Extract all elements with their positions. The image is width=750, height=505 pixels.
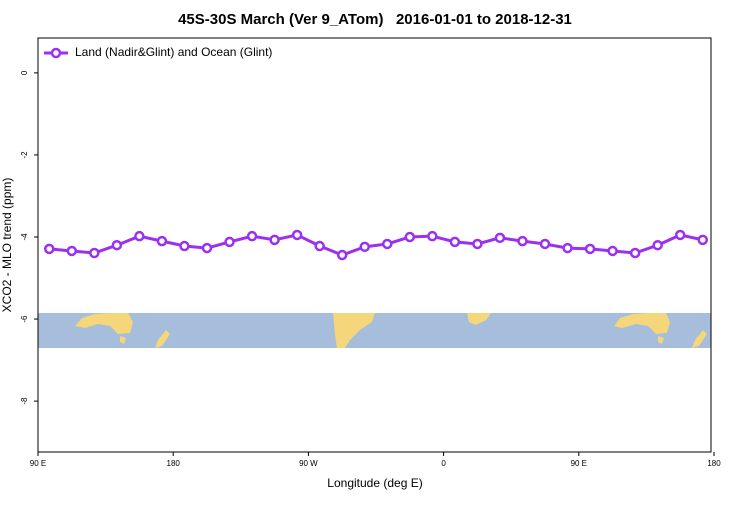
point bbox=[224, 236, 235, 248]
point bbox=[652, 239, 663, 251]
point bbox=[382, 238, 393, 250]
point bbox=[201, 242, 213, 254]
land bbox=[467, 313, 491, 325]
ocean bbox=[38, 313, 711, 348]
point bbox=[111, 239, 123, 251]
point bbox=[674, 229, 686, 241]
point bbox=[134, 230, 145, 242]
point bbox=[336, 249, 348, 261]
land bbox=[333, 313, 375, 348]
land bbox=[155, 330, 170, 348]
point bbox=[359, 241, 370, 253]
x-tick-label: 90 E bbox=[571, 459, 587, 468]
map-strip bbox=[38, 313, 711, 348]
point bbox=[314, 240, 325, 252]
point bbox=[584, 243, 596, 255]
point bbox=[697, 234, 708, 246]
land bbox=[120, 336, 126, 344]
land bbox=[658, 336, 664, 344]
point bbox=[472, 238, 483, 250]
point bbox=[494, 232, 506, 244]
x-tick-label: 180 bbox=[707, 459, 721, 468]
y-axis-label: XCO2 - MLO trend (ppm) bbox=[0, 178, 14, 313]
point bbox=[539, 238, 551, 250]
point bbox=[246, 230, 258, 242]
plot-frame bbox=[37, 37, 712, 453]
point bbox=[66, 245, 78, 257]
point bbox=[291, 229, 303, 241]
y-tick-label: -8 bbox=[20, 397, 29, 405]
point bbox=[607, 245, 618, 257]
point bbox=[179, 240, 190, 252]
x-tick-label: 90 E bbox=[30, 459, 46, 468]
y-tick-label: 0 bbox=[20, 70, 29, 75]
y-tick-label: -4 bbox=[20, 233, 29, 241]
land bbox=[75, 313, 133, 334]
x-tick-label: 90 W bbox=[299, 459, 318, 468]
chart-title: 45S-30S March (Ver 9_ATom) 2016-01-01 to… bbox=[178, 11, 572, 28]
land bbox=[692, 330, 707, 348]
point bbox=[517, 235, 528, 247]
point bbox=[404, 231, 416, 243]
point bbox=[427, 230, 438, 242]
point bbox=[449, 236, 461, 248]
point bbox=[629, 247, 641, 259]
legend-label: Land (Nadir&Glint) and Ocean (Glint) bbox=[75, 45, 272, 59]
y-tick-label: -2 bbox=[20, 151, 29, 159]
point bbox=[562, 242, 573, 254]
land bbox=[614, 313, 670, 334]
x-tick-label: 180 bbox=[167, 459, 181, 468]
legend-marker bbox=[50, 47, 62, 59]
point bbox=[156, 235, 168, 247]
point bbox=[89, 247, 100, 259]
point bbox=[44, 243, 55, 255]
point bbox=[269, 234, 280, 246]
x-tick-label: 0 bbox=[441, 459, 446, 468]
y-tick-label: -6 bbox=[20, 315, 29, 323]
x-axis-label: Longitude (deg E) bbox=[327, 476, 422, 490]
